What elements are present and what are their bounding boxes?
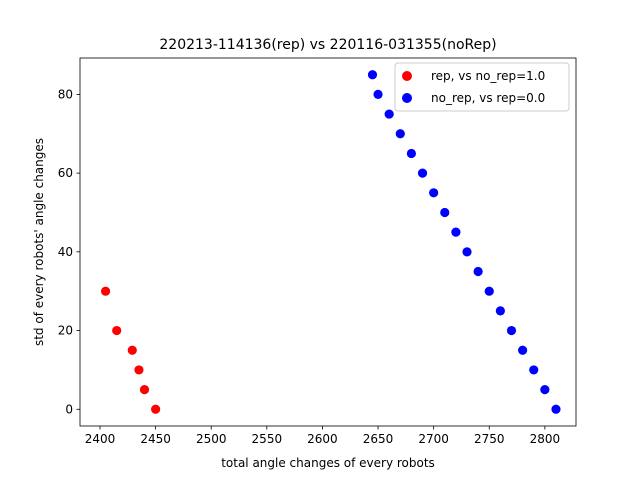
data-point-no-rep (384, 109, 394, 119)
data-point-no-rep (417, 168, 428, 178)
data-point-no-rep (551, 404, 561, 414)
y-tick-label: 40 (58, 245, 73, 259)
data-point-no-rep (373, 89, 383, 100)
data-point-no-rep (484, 286, 494, 296)
data-point-rep (151, 404, 161, 414)
data-point-no-rep (440, 207, 450, 218)
data-point-no-rep (451, 227, 461, 237)
plot-area (79, 57, 577, 427)
y-tick-label: 0 (65, 402, 73, 416)
y-tick-label: 20 (58, 324, 73, 338)
data-point-rep (100, 286, 111, 296)
x-tick-label: 2550 (252, 432, 283, 446)
chart-title: 220213-114136(rep) vs 220116-031355(noRe… (159, 37, 496, 53)
x-axis-ticks: 2400 2450 2500 2550 2600 2650 2700 2750 2800 (85, 426, 560, 446)
data-point-no-rep (540, 384, 550, 395)
data-point-no-rep (395, 129, 405, 139)
x-tick-label: 2500 (196, 432, 227, 446)
data-point-rep (134, 365, 144, 375)
x-tick-label: 2400 (85, 432, 116, 446)
legend-marker-no-rep (402, 93, 412, 103)
data-point-no-rep (429, 188, 439, 198)
x-axis-label: total angle changes of every robots (221, 456, 435, 470)
data-points (100, 70, 561, 414)
x-tick-label: 2650 (363, 432, 394, 446)
data-point-rep (112, 325, 122, 336)
data-point-no-rep (462, 247, 472, 257)
x-tick-label: 2700 (418, 432, 449, 446)
y-axis-label: std of every robots' angle changes (32, 138, 46, 346)
data-point-no-rep (529, 365, 539, 375)
legend-box (394, 62, 570, 112)
y-tick-label: 60 (58, 166, 73, 180)
data-point-no-rep (367, 70, 378, 80)
data-point-no-rep (473, 266, 483, 277)
legend-label-no-rep: no_rep, vs rep=0.0 (431, 91, 545, 105)
data-point-no-rep (506, 325, 517, 336)
x-tick-label: 2450 (140, 432, 171, 446)
data-point-rep (127, 345, 137, 355)
legend-label-rep: rep, vs no_rep=1.0 (431, 69, 545, 83)
x-tick-label: 2600 (307, 432, 338, 446)
y-axis-ticks: 0 20 40 60 80 (58, 87, 80, 416)
x-tick-label: 2800 (530, 432, 561, 446)
y-tick-label: 80 (58, 87, 73, 101)
data-point-no-rep (518, 345, 528, 355)
data-point-no-rep (406, 148, 417, 159)
legend-marker-rep (402, 71, 412, 81)
data-point-no-rep (495, 306, 505, 316)
x-tick-label: 2750 (474, 432, 505, 446)
legend: rep, vs no_rep=1.0 no_rep, vs rep=0.0 (394, 62, 570, 112)
data-point-rep (139, 384, 150, 395)
